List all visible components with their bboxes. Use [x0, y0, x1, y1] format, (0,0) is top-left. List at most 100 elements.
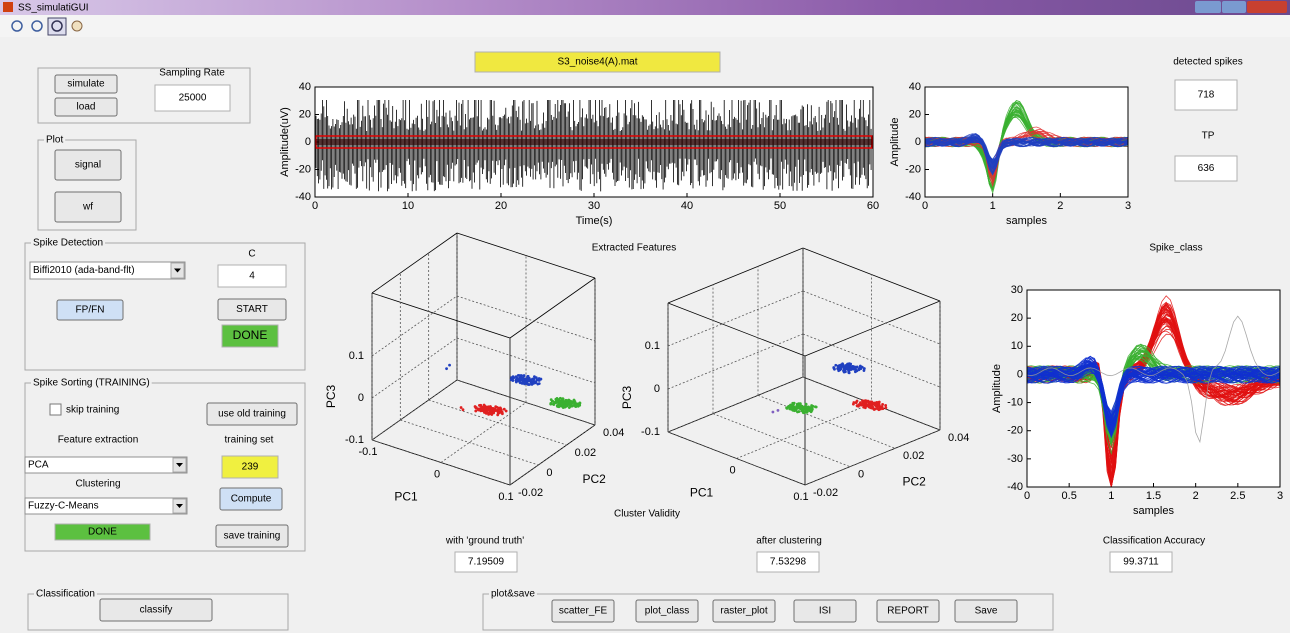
z-tick-label: 0 — [358, 392, 364, 404]
scatter-point — [460, 406, 463, 409]
x-axis-label: PC1 — [690, 486, 714, 500]
scatter-point — [857, 405, 860, 408]
feature-method-dropdown-text: PCA — [28, 460, 49, 471]
window-title: SS_simulatiGUI — [18, 3, 89, 14]
scatter-point — [861, 402, 864, 405]
scatter-point — [833, 367, 836, 370]
skip-training-checkbox[interactable] — [50, 404, 61, 415]
x-axis-label: Time(s) — [576, 215, 613, 227]
scatter-point — [862, 406, 865, 409]
scatter-point — [573, 400, 576, 403]
cluster-validity-title: Cluster Validity — [614, 509, 680, 520]
scatter-point — [531, 378, 534, 381]
spike-sorting-panel-label: Spike Sorting (TRAINING) — [33, 378, 150, 389]
x-tick-label: 0 — [729, 464, 735, 476]
scatter-point — [786, 407, 789, 410]
y-tick-label: 0.02 — [575, 447, 596, 459]
x-tick-label: 0 — [922, 200, 928, 212]
plot-save-button-label: REPORT — [887, 606, 929, 617]
plot-panel-label: Plot — [46, 135, 63, 146]
scatter-point — [876, 401, 879, 404]
x-tick-label: 0 — [312, 200, 318, 212]
ground-truth-label: with 'ground truth' — [445, 536, 524, 547]
app-icon — [3, 2, 13, 12]
scatter-point — [499, 407, 502, 410]
scatter-point — [788, 405, 791, 408]
scatter-point — [791, 405, 794, 408]
scatter-point — [519, 377, 522, 380]
x-tick-label: 20 — [495, 200, 507, 212]
z-tick-label: 0 — [654, 383, 660, 395]
scatter-point — [834, 364, 837, 367]
scatter-point — [848, 371, 851, 374]
scatter-point — [881, 403, 884, 406]
pan-icon[interactable] — [72, 21, 82, 31]
sampling-rate-label: Sampling Rate — [159, 68, 225, 79]
scatter-point — [538, 377, 541, 380]
z-tick-label: 0.1 — [645, 340, 660, 352]
scatter-point — [578, 402, 581, 405]
plot-save-button-label: plot_class — [645, 606, 689, 617]
y-tick-label: 0.04 — [603, 427, 624, 439]
file-label-text: S3_noise4(A).mat — [557, 57, 637, 68]
extracted-features-title: Extracted Features — [592, 243, 676, 254]
y-axis-label: Amplitude — [889, 118, 901, 167]
close-button[interactable] — [1247, 1, 1287, 13]
scatter-point — [527, 383, 530, 386]
scatter-point — [777, 409, 780, 412]
scatter-point — [569, 402, 572, 405]
scatter-point — [841, 365, 844, 368]
x-tick-label: 50 — [774, 200, 786, 212]
plot-save-button-label: Save — [975, 606, 998, 617]
detected-spikes-field-text: 718 — [1198, 90, 1215, 101]
scatter-point — [867, 400, 870, 403]
scatter-point — [874, 404, 877, 407]
y-tick-label: 20 — [909, 108, 921, 120]
title-bar — [0, 0, 1290, 15]
simulate-button-label: simulate — [67, 79, 105, 90]
scatter-point — [565, 399, 568, 402]
scatter-point — [797, 403, 800, 406]
plot-save-panel-label: plot&save — [491, 589, 535, 600]
scatter-point — [846, 365, 849, 368]
scatter-point — [855, 401, 858, 404]
page: {"window": {"title": "SS_simulatiGUI"}, … — [0, 0, 1290, 633]
scatter-point — [566, 402, 569, 405]
y-tick-label: -40 — [1007, 481, 1023, 493]
training-set-label: training set — [225, 435, 274, 446]
scatter-point — [481, 406, 484, 409]
y-tick-label: 0 — [858, 469, 864, 481]
scatter-point — [535, 376, 538, 379]
y-axis-label: PC2 — [583, 472, 607, 486]
scatter-point — [864, 399, 867, 402]
feature-method-dropdown[interactable] — [25, 457, 187, 473]
tp-field-text: 636 — [1198, 163, 1215, 174]
y-tick-label: 10 — [1011, 340, 1023, 352]
minimize-button[interactable] — [1195, 1, 1221, 13]
wf-button-label: wf — [82, 202, 93, 213]
ground-truth-field-text: 7.19509 — [468, 557, 505, 568]
plot-save-button-label: scatter_FE — [559, 606, 608, 617]
scatter-point — [858, 368, 861, 371]
scatter-point — [448, 364, 451, 367]
x-tick-label: 1.5 — [1146, 490, 1161, 502]
tp-label: TP — [1202, 131, 1215, 142]
scatter-point — [808, 408, 811, 411]
detected-spikes-label: detected spikes — [1173, 57, 1243, 68]
sorting-status-text: DONE — [88, 527, 117, 538]
scatter-point — [489, 406, 492, 409]
x-tick-label: 1 — [990, 200, 996, 212]
scatter-point — [569, 400, 572, 403]
scatter-point — [800, 407, 803, 410]
scatter-point — [534, 381, 537, 384]
y-tick-label: 30 — [1011, 284, 1023, 296]
scatter-point — [810, 404, 813, 407]
x-tick-label: 0.5 — [1062, 490, 1077, 502]
y-tick-label: -40 — [905, 191, 921, 203]
x-tick-label: 40 — [681, 200, 693, 212]
scatter-point — [474, 405, 477, 408]
maximize-button[interactable] — [1222, 1, 1246, 13]
y-tick-label: -30 — [1007, 453, 1023, 465]
scatter-point — [854, 370, 857, 373]
scatter-point — [445, 367, 448, 370]
